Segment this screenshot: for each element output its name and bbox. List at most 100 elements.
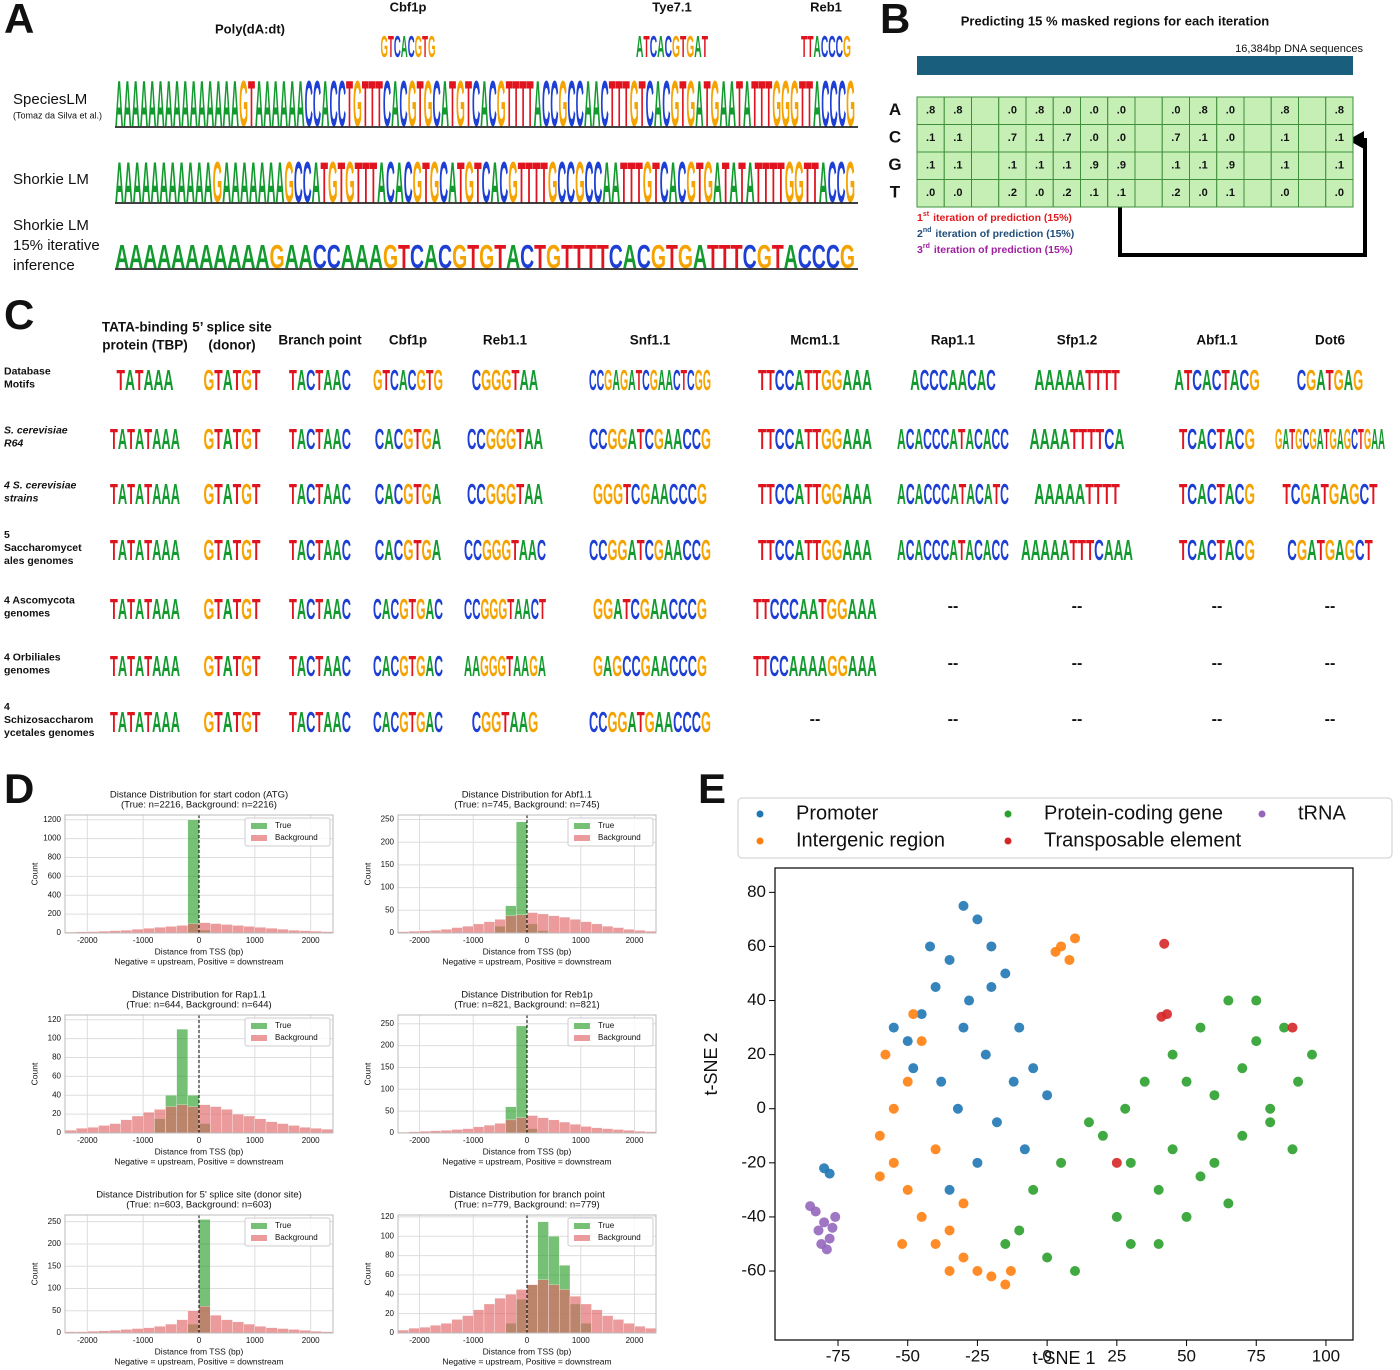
- sequence-logo: TTCCCAATGGAAA: [753, 593, 877, 626]
- sequence-logo: TACTAAC: [289, 593, 351, 626]
- scatter-point: [1265, 1117, 1276, 1128]
- histogram-bar: [265, 1327, 278, 1334]
- x-tick-label: 1000: [246, 1336, 264, 1345]
- histogram-bar: [232, 1113, 244, 1134]
- scatter-point: [1125, 1238, 1136, 1249]
- sequence-logo: CCGGGTAAC: [464, 534, 546, 567]
- scatter-point: [944, 1225, 955, 1236]
- legend-entry: 2nd iteration of prediction (15%): [917, 227, 1074, 239]
- histogram-bar: [569, 919, 581, 934]
- sequence-logo: TACTAAC: [289, 364, 351, 397]
- legend-swatch: [251, 1035, 267, 1041]
- legend-swatch: [251, 1023, 267, 1029]
- row-label: S. cerevisiae: [4, 424, 68, 436]
- histogram-bar: [473, 923, 485, 934]
- chart-title: (True: n=779, Background: n=779): [454, 1200, 599, 1211]
- sequence-logo: GATGCGATGAGCTGAA: [1275, 423, 1385, 456]
- panel-letter: D: [4, 765, 34, 812]
- y-tick-label: 60: [52, 1071, 61, 1080]
- probability: .7: [1008, 132, 1017, 144]
- legend-entry: 3rd iteration of prediction (15%): [917, 243, 1073, 255]
- histogram-bar: [623, 1323, 635, 1334]
- histogram-bar: [591, 1309, 603, 1334]
- y-axis-label: Count: [29, 862, 39, 885]
- scatter-point: [1287, 1022, 1298, 1033]
- histogram-bar: [232, 1321, 244, 1334]
- histogram-bar: [165, 1106, 177, 1134]
- sequence-logo: TTCCATTGGAAA: [758, 478, 872, 511]
- matrix-cell: [971, 179, 1000, 208]
- sequence-logo: TACTAAC: [289, 478, 351, 511]
- x-tick-label: 100: [1312, 1346, 1340, 1365]
- matrix-cell: [998, 124, 1027, 153]
- scatter-point: [1042, 1252, 1053, 1263]
- matrix-cell: [1025, 151, 1054, 180]
- y-tick-label: 100: [48, 1034, 62, 1043]
- probability: .1: [953, 132, 962, 144]
- histogram-bar: [310, 1128, 322, 1134]
- matrix-cell: [1052, 96, 1081, 125]
- empty-cell: --: [1325, 598, 1336, 615]
- sequence-logo: TATATAAA: [110, 423, 180, 456]
- chart-title: (True: n=644, Background: n=644): [126, 1000, 271, 1011]
- column-header: Rap1.1: [931, 333, 976, 348]
- scatter-point: [1125, 1157, 1136, 1168]
- scatter-point: [1195, 1171, 1206, 1182]
- probability: .0: [1199, 187, 1208, 199]
- x-tick-label: 2000: [626, 1136, 644, 1145]
- matrix-cell: [1161, 179, 1190, 208]
- probability: .7: [1171, 132, 1180, 144]
- scatter-point: [980, 1049, 991, 1060]
- sequence-logo: CCGAGATCGAACTCGG: [589, 364, 711, 397]
- plot-frame: [397, 1214, 657, 1334]
- probability: .9: [1090, 160, 1099, 172]
- y-tick-label: 100: [381, 883, 395, 892]
- y-tick-label: 80: [747, 882, 766, 901]
- scatter-point: [944, 1184, 955, 1195]
- x-tick-label: 1000: [572, 936, 590, 945]
- x-axis-label: Distance from TSS (bp): [483, 1346, 572, 1356]
- plot-frame: [774, 867, 1354, 1341]
- x-tick-label: -1000: [463, 1136, 484, 1145]
- empty-cell: --: [1212, 598, 1223, 615]
- histogram-bar: [516, 1025, 528, 1134]
- histogram-bar: [277, 1123, 289, 1134]
- sequence-logo: CCGGGTAACT: [464, 593, 546, 626]
- histogram-bar: [76, 1128, 88, 1134]
- histogram-bar: [494, 919, 506, 934]
- matrix-cell: [1052, 151, 1081, 180]
- histogram-bar: [645, 1328, 657, 1334]
- x-axis-label: Negative = upstream, Positive = downstre…: [442, 1356, 611, 1366]
- scatter-point: [880, 1049, 891, 1060]
- legend-swatch: [574, 1023, 590, 1029]
- scatter-point: [952, 1103, 963, 1114]
- legend-suffix: nd: [923, 227, 932, 234]
- probability: .0: [1035, 187, 1044, 199]
- panel-letter: C: [4, 291, 34, 338]
- x-tick-label: -1000: [133, 1136, 154, 1145]
- x-tick-label: 25: [1107, 1346, 1126, 1365]
- sequence-logo: CGGTAAG: [472, 706, 539, 739]
- y-tick-label: 100: [48, 1284, 62, 1293]
- column-header: Branch point: [278, 333, 362, 348]
- scatter-point: [944, 954, 955, 965]
- histogram-bar: [408, 1328, 420, 1334]
- y-tick-label: 40: [747, 990, 766, 1009]
- x-tick-label: -25: [965, 1346, 990, 1365]
- histogram-bar: [451, 1319, 463, 1334]
- scatter-point: [1153, 1184, 1164, 1195]
- probability: .1: [1280, 160, 1289, 172]
- histogram-bar: [569, 1296, 581, 1334]
- x-tick-label: -2000: [77, 1136, 98, 1145]
- probability: .9: [1117, 160, 1126, 172]
- histogram-bar: [254, 1326, 267, 1334]
- x-tick-label: -1000: [133, 1336, 154, 1345]
- x-tick-label: 1000: [246, 936, 264, 945]
- panel-title: Predicting 15 % masked regions for each …: [961, 13, 1270, 28]
- probability: .0: [1090, 132, 1099, 144]
- scatter-point: [1028, 1063, 1039, 1074]
- probability: .0: [1280, 187, 1289, 199]
- scatter-point: [1000, 968, 1011, 979]
- y-tick-label: -40: [741, 1206, 766, 1225]
